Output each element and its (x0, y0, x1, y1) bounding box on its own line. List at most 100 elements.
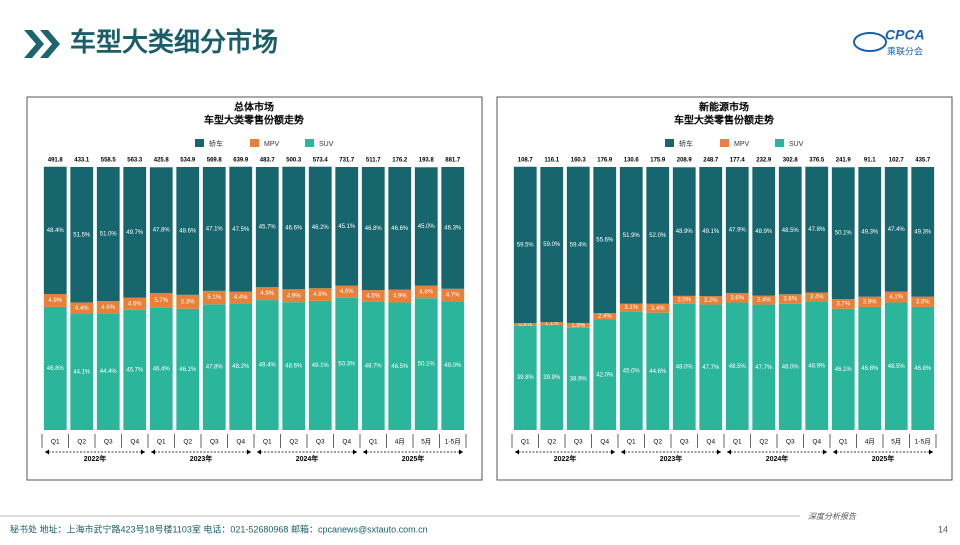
value-label: 48.6% (285, 364, 303, 370)
value-label: 48.6% (179, 228, 197, 234)
bar-segment (831, 308, 855, 430)
total-label: 91.1 (864, 158, 876, 164)
value-label: 48.4% (47, 228, 65, 234)
bar-segment (566, 322, 590, 328)
value-label: 3.4% (810, 295, 824, 301)
value-label: 0.8% (518, 322, 532, 328)
bar-segment (540, 322, 564, 326)
group-label: 2022年 (554, 454, 577, 463)
value-label: 50.3% (338, 361, 356, 367)
bar-segment (282, 302, 306, 430)
group-label: 2023年 (190, 454, 213, 463)
x-tick-label: Q3 (786, 439, 795, 446)
bar-segment (778, 294, 802, 304)
value-label: 49.4% (259, 363, 277, 369)
bar-segment (672, 167, 696, 296)
group-label: 2025年 (872, 454, 895, 463)
bar-segment (805, 166, 829, 293)
x-tick-label: Q2 (759, 439, 768, 446)
total-label: 500.3 (286, 158, 302, 164)
value-label: 4.9% (393, 294, 407, 300)
value-label: 3.9% (916, 299, 930, 305)
value-label: 3.6% (783, 297, 797, 303)
total-label: 302.8 (783, 158, 799, 164)
bar-segment (229, 166, 253, 292)
value-label: 47.1% (206, 227, 224, 233)
bar-segment (388, 167, 412, 290)
bar-segment (752, 167, 776, 296)
bar-segment (43, 166, 67, 295)
bar-segment (513, 166, 537, 324)
value-label: 48.9% (808, 363, 826, 369)
value-label: 4.8% (419, 290, 433, 296)
x-tick-label: Q3 (210, 439, 219, 446)
value-label: 50.1% (835, 231, 853, 237)
bar-segment (884, 302, 908, 430)
bar-segment (361, 301, 385, 430)
total-label: 116.1 (544, 158, 559, 164)
bar-segment (619, 167, 643, 304)
x-tick-label: Q2 (183, 439, 192, 446)
bar-segment (752, 304, 776, 430)
legend-swatch (665, 139, 674, 147)
value-label: 46.1% (835, 367, 853, 373)
logo-mark (853, 32, 887, 52)
value-label: 45.7% (126, 367, 144, 373)
total-label: 563.3 (127, 158, 143, 164)
legend-label: 轿车 (679, 139, 693, 148)
bar-segment (725, 292, 749, 303)
bar-segment (202, 304, 226, 430)
value-label: 59.5% (517, 243, 535, 249)
group-label: 2022年 (84, 454, 107, 463)
total-label: 176.2 (392, 158, 408, 164)
bar-segment (361, 167, 385, 291)
x-tick-label: Q4 (600, 439, 609, 446)
x-tick-label: Q2 (77, 439, 86, 446)
bar-segment (282, 289, 306, 303)
x-tick-label: Q4 (342, 439, 351, 446)
total-label: 130.6 (624, 158, 640, 164)
value-label: 46.6% (285, 226, 303, 232)
value-label: 48.5% (391, 364, 409, 370)
x-tick-label: Q4 (812, 439, 821, 446)
chart-subtitle: 车型大类零售份额走势 (674, 114, 774, 127)
bar-segment (540, 167, 564, 323)
x-tick-label: Q3 (680, 439, 689, 446)
value-label: 45.7% (259, 225, 277, 231)
legend-swatch (305, 139, 314, 147)
chart-title: 总体市场 (234, 101, 274, 114)
total-label: 558.5 (101, 158, 117, 164)
group-label: 2023年 (660, 454, 683, 463)
bar-segment (805, 292, 829, 302)
bar-segment (123, 297, 147, 310)
value-label: 3.9% (863, 299, 877, 305)
bar-segment (335, 297, 359, 430)
bar-segment (513, 323, 537, 326)
x-tick-label: 4月 (395, 438, 405, 446)
value-label: 52.0% (649, 233, 667, 239)
total-label: 491.8 (48, 158, 64, 164)
total-label: 376.5 (809, 158, 825, 164)
bar-segment (123, 167, 147, 298)
value-label: 5.7% (154, 298, 168, 304)
chevron-icon (24, 30, 60, 58)
value-label: 47.7% (702, 365, 720, 371)
x-tick-label: 1-5月 (915, 438, 931, 446)
x-tick-label: Q1 (521, 439, 530, 446)
x-tick-label: 5月 (421, 438, 431, 446)
total-label: 177.4 (730, 158, 746, 164)
total-label: 483.7 (260, 158, 276, 164)
bar-segment (70, 302, 94, 315)
value-label: 48.5% (729, 364, 747, 370)
bar-segment (778, 303, 802, 430)
x-tick-label: Q1 (839, 439, 848, 446)
group-label: 2024年 (296, 454, 319, 463)
x-tick-label: Q3 (104, 439, 113, 446)
value-label: 48.9% (676, 229, 694, 235)
legend-swatch (775, 139, 784, 147)
footer-report: 深度分析报告 (808, 512, 857, 521)
total-label: 511.7 (366, 158, 381, 164)
bar-segment (619, 303, 643, 312)
value-label: 4.7% (446, 293, 460, 299)
